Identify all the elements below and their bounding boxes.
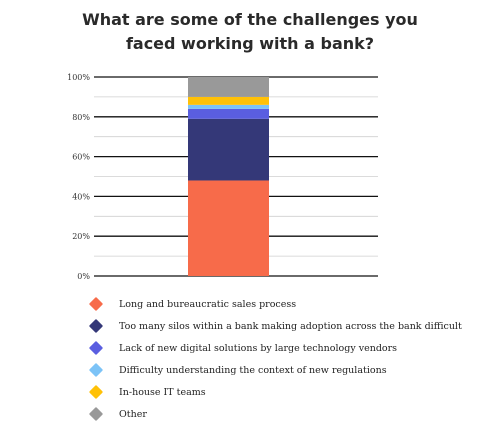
y-tick-label: 20% bbox=[72, 232, 90, 241]
bar-segment-1 bbox=[188, 180, 269, 276]
legend-label: In-house IT teams bbox=[119, 387, 206, 398]
legend: Long and bureaucratic sales process Too m… bbox=[88, 293, 462, 425]
legend-label: Lack of new digital solutions by large t… bbox=[119, 343, 397, 354]
bar-segment-4 bbox=[188, 105, 269, 109]
y-tick-label: 0% bbox=[77, 272, 90, 281]
y-tick-label: 60% bbox=[72, 153, 90, 162]
legend-marker bbox=[89, 319, 103, 333]
bar-segment-2 bbox=[188, 119, 269, 181]
bar-segment-3 bbox=[188, 109, 269, 119]
y-tick-label: 40% bbox=[72, 192, 90, 201]
legend-marker bbox=[89, 385, 103, 399]
stacked-bar-chart: 0% 20% 40% 60% 80% 100% bbox=[0, 0, 500, 290]
legend-marker bbox=[89, 407, 103, 421]
legend-label: Difficulty understanding the context of … bbox=[119, 365, 387, 376]
legend-item: Long and bureaucratic sales process bbox=[88, 293, 462, 315]
legend-item: Other bbox=[88, 403, 462, 425]
legend-item: In-house IT teams bbox=[88, 381, 462, 403]
y-tick-label: 80% bbox=[72, 113, 90, 122]
bar-segment-5 bbox=[188, 97, 269, 105]
legend-marker bbox=[89, 363, 103, 377]
legend-item: Too many silos within a bank making adop… bbox=[88, 315, 462, 337]
y-tick-label: 100% bbox=[67, 73, 90, 82]
legend-label: Too many silos within a bank making adop… bbox=[119, 321, 462, 332]
bar-segment-6 bbox=[188, 77, 269, 97]
legend-marker bbox=[89, 297, 103, 311]
legend-marker bbox=[89, 341, 103, 355]
legend-item: Lack of new digital solutions by large t… bbox=[88, 337, 462, 359]
legend-label: Other bbox=[119, 409, 147, 420]
legend-label: Long and bureaucratic sales process bbox=[119, 299, 296, 310]
legend-item: Difficulty understanding the context of … bbox=[88, 359, 462, 381]
